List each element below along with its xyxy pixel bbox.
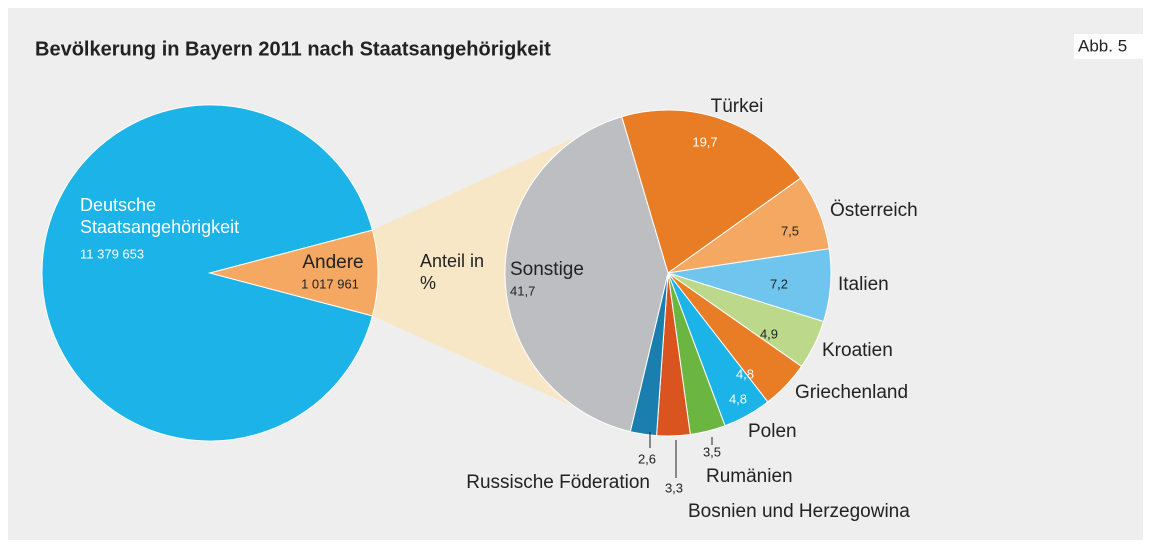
slice-label: Rumänien <box>706 466 793 487</box>
slice-value: 4,8 <box>729 391 747 406</box>
slice-label: Deutsche Staatsangehörigkeit <box>80 195 240 237</box>
slice <box>621 109 802 274</box>
slice-value: 4,9 <box>760 326 778 341</box>
badge-box <box>1074 34 1151 59</box>
slice-value: 2,6 <box>638 451 656 466</box>
slice-label: Andere <box>302 252 363 273</box>
slice-value: 7,5 <box>781 223 799 238</box>
slice-value: 3,3 <box>665 480 683 495</box>
slice-label: Kroatien <box>822 340 893 361</box>
slice-value: 11 379 653 <box>80 246 144 261</box>
slice-label: Russische Föderation <box>466 472 650 493</box>
badge: Abb. 5 <box>1078 36 1127 55</box>
slice-value: 4,8 <box>736 366 754 381</box>
annotation: Anteil in % <box>420 251 485 293</box>
slice <box>504 116 669 433</box>
slice-label: Österreich <box>830 200 918 221</box>
slice-label: Italien <box>838 274 889 295</box>
slice-label: Türkei <box>711 96 764 117</box>
chart-title: Bevölkerung in Bayern 2011 nach Staatsan… <box>35 38 551 60</box>
slice-label: Polen <box>748 421 797 442</box>
slice-value: 41,7 <box>510 283 535 298</box>
slice <box>208 229 379 317</box>
slice-label: Bosnien und Herzegowina <box>688 501 910 522</box>
slice-label: Griechenland <box>795 382 908 403</box>
slice-value: 7,2 <box>770 276 788 291</box>
slice-value: 3,5 <box>703 444 721 459</box>
slice-value: 19,7 <box>692 134 717 149</box>
slice <box>41 104 374 442</box>
slice-value: 1 017 961 <box>301 276 359 291</box>
slice-label: Sonstige <box>510 259 584 280</box>
